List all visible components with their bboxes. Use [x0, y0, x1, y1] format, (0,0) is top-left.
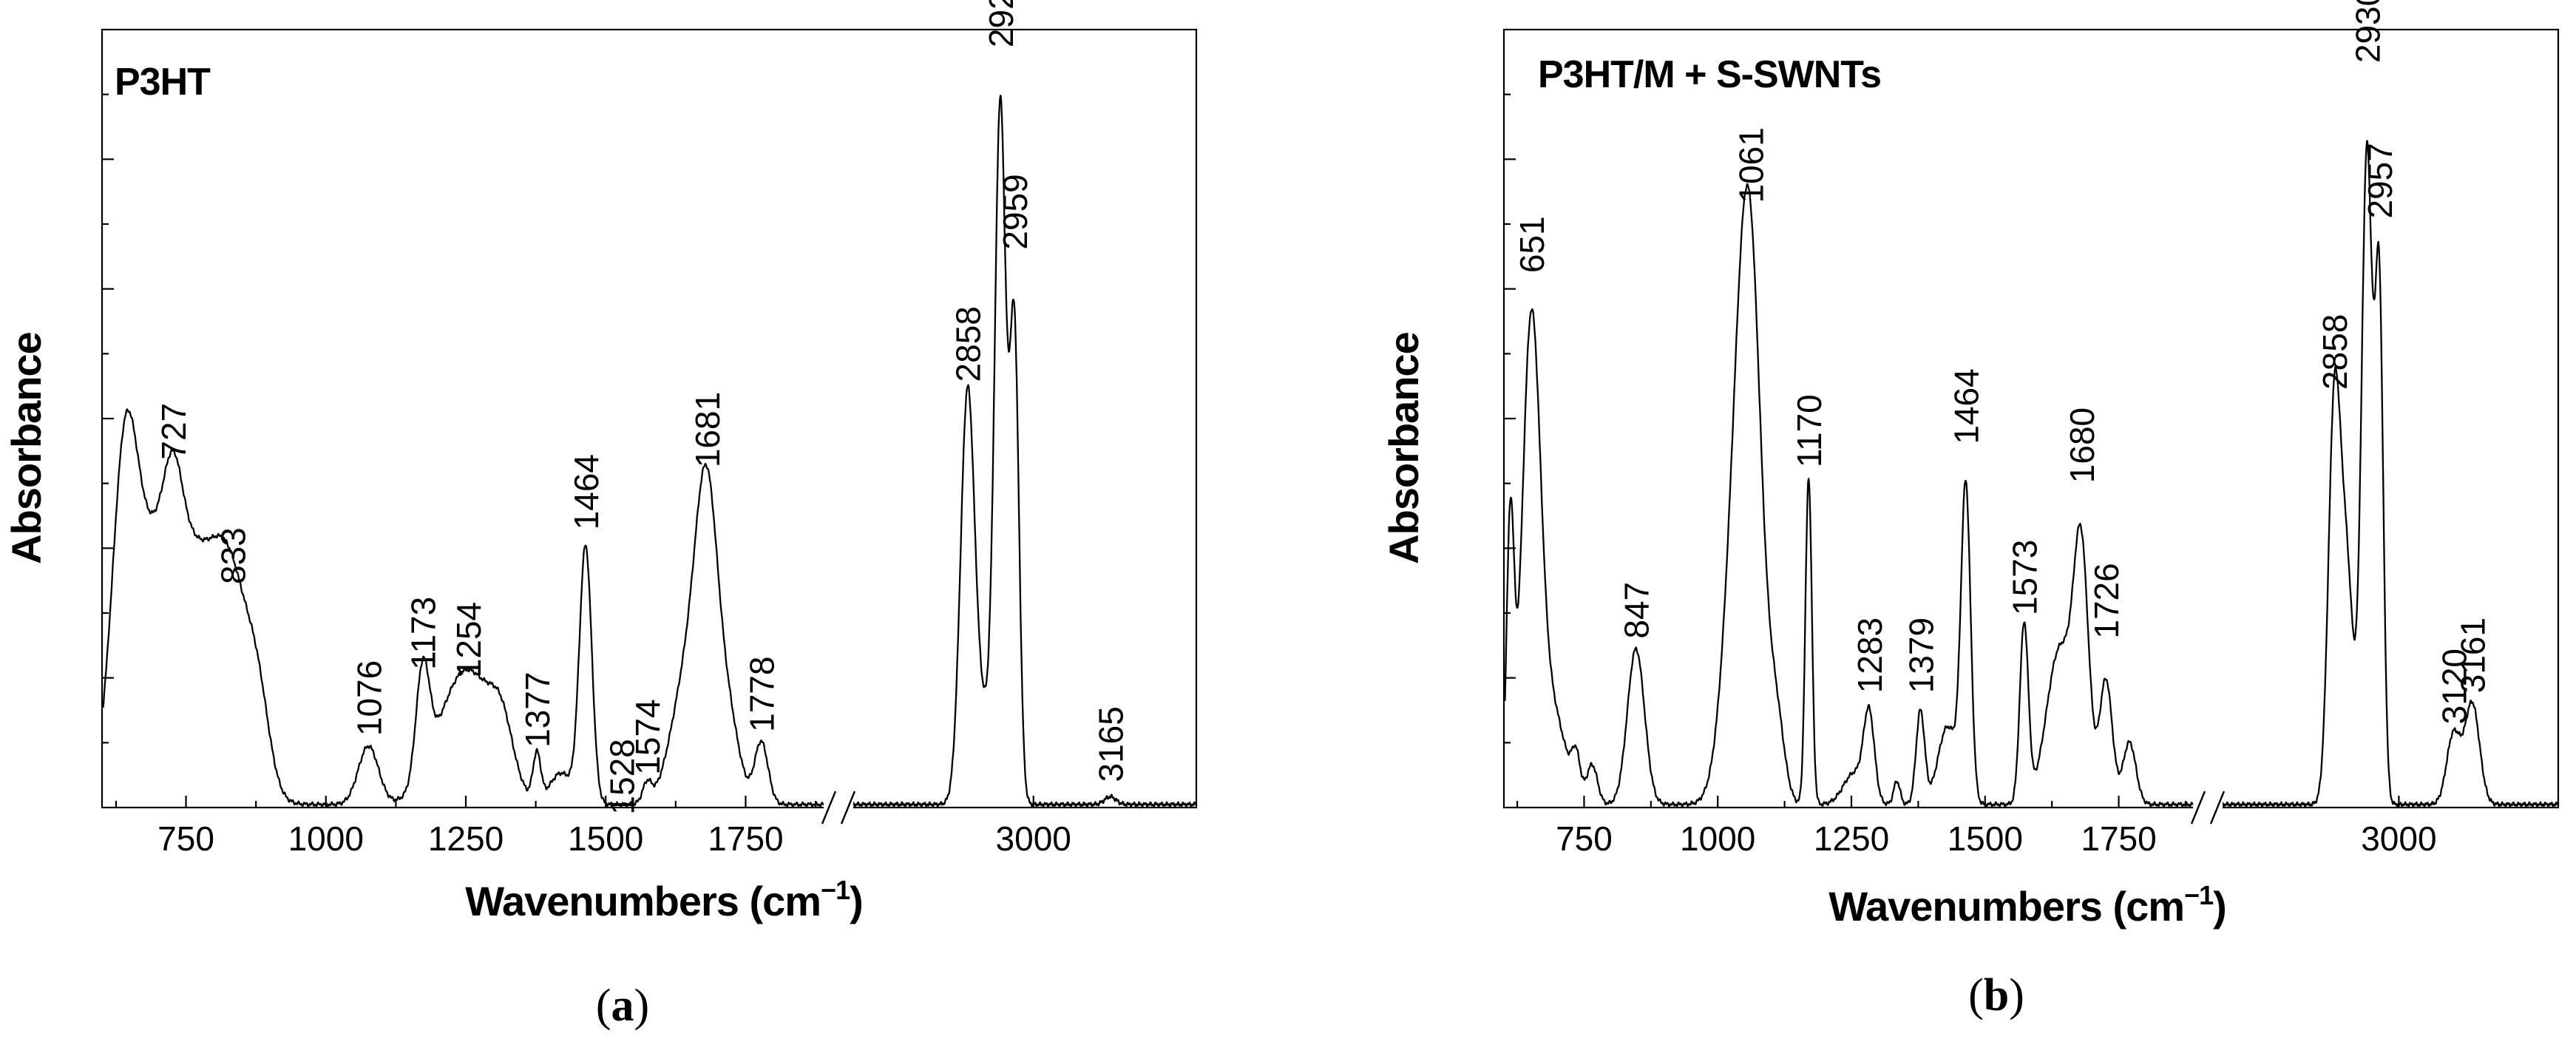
y-axis-label: Absorbance	[1380, 332, 1427, 564]
chart-panel-a: 750 1000 1250 1500 1750 3000 727 833 1076 1173 125…	[3, 0, 1198, 1031]
axis-break-mark	[2209, 791, 2226, 825]
spectrum-line-high	[2215, 140, 2558, 808]
panel-title: P3HT	[115, 61, 211, 104]
peak-label: 1528	[603, 739, 641, 814]
x-axis-label-main: Wavenumbers (cm	[465, 878, 821, 924]
peak-label: 2959	[996, 174, 1034, 249]
x-tick-label: 1250	[428, 819, 504, 858]
peak-label: 3120	[2435, 649, 2473, 724]
x-tick-label: 1000	[1680, 819, 1755, 858]
peak-label: 3161	[2454, 617, 2492, 693]
peak-label: 1061	[1732, 127, 1770, 203]
x-tick-label: 1750	[2081, 819, 2156, 858]
axis-break-mark	[840, 791, 856, 825]
x-tick-label: 1250	[1814, 819, 1889, 858]
x-axis-label-main: Wavenumbers (cm	[1828, 883, 2184, 930]
caption-letter: b	[1984, 970, 2009, 1021]
peak-label: 1778	[743, 656, 782, 731]
x-axis-label-close: )	[850, 878, 863, 924]
peak-label: 2930	[2348, 0, 2387, 63]
x-tick-label: 1500	[1948, 819, 2023, 858]
caption-close: )	[634, 981, 650, 1031]
x-tick-label: 1000	[288, 819, 364, 858]
peak-label: 1170	[1790, 394, 1828, 467]
peak-label: 833	[214, 527, 252, 584]
peak-label: 1681	[688, 392, 727, 467]
peak-label: 1254	[450, 602, 488, 677]
plot-frame	[1502, 28, 2560, 809]
peak-label: 1283	[1851, 617, 1889, 693]
x-axis-label: Wavenumbers (cm−1)	[465, 875, 863, 924]
caption-close: )	[2009, 970, 2024, 1021]
axis-break-mark	[821, 791, 837, 825]
peak-label: 1377	[518, 672, 557, 748]
spectrum-line-low	[1504, 183, 2200, 808]
panel-caption: (a)	[596, 981, 649, 1031]
peak-label: 1574	[628, 699, 667, 774]
y-axis-label: Absorbance	[3, 332, 50, 564]
peak-label: 2858	[949, 306, 987, 382]
peak-label: 1076	[350, 660, 388, 736]
caption-letter: a	[611, 981, 634, 1031]
x-tick-label: 750	[157, 819, 214, 858]
x-tick-label: 3000	[996, 819, 1071, 858]
caption-open: (	[596, 981, 611, 1031]
x-axis-label-sup: −1	[2184, 880, 2214, 910]
peak-label: 2858	[2316, 314, 2354, 390]
x-axis-label: Wavenumbers (cm−1)	[1828, 880, 2226, 930]
peak-label: 847	[1618, 582, 1656, 639]
x-axis-label-sup: −1	[821, 875, 850, 905]
x-tick-label: 3000	[2361, 819, 2436, 858]
caption-open: (	[1968, 970, 1984, 1021]
peak-label: 2957	[2361, 143, 2399, 218]
x-tick-label: 1750	[708, 819, 783, 858]
peak-label: 727	[155, 403, 193, 460]
chart-panel-b: 750 1000 1250 1500 1750 3000 651 847 1061 1170 128…	[1380, 0, 2560, 1021]
panel-caption: (b)	[1968, 970, 2024, 1021]
peak-label: 1464	[567, 454, 606, 529]
x-tick-label: 750	[1556, 819, 1613, 858]
x-axis-label-close: )	[2213, 883, 2226, 930]
spectrum-line-low	[102, 408, 831, 808]
panel-title: P3HT/M + S-SWNTs	[1538, 53, 1881, 96]
peak-label: 1173	[404, 597, 443, 670]
plot-frame	[101, 28, 1198, 809]
peak-label: 1726	[2087, 563, 2126, 638]
peak-label: 1464	[1948, 368, 1986, 444]
peak-label: 1573	[2006, 540, 2044, 615]
peak-label: 2929	[982, 0, 1020, 47]
x-tick-label: 1500	[568, 819, 643, 858]
peak-label: 651	[1513, 216, 1551, 273]
peak-label: 1680	[2063, 407, 2101, 483]
peak-label: 1379	[1902, 617, 1940, 693]
axis-break-mark	[2190, 791, 2206, 825]
spectrum-line-high	[846, 95, 1196, 808]
peak-label: 3165	[1092, 706, 1131, 782]
